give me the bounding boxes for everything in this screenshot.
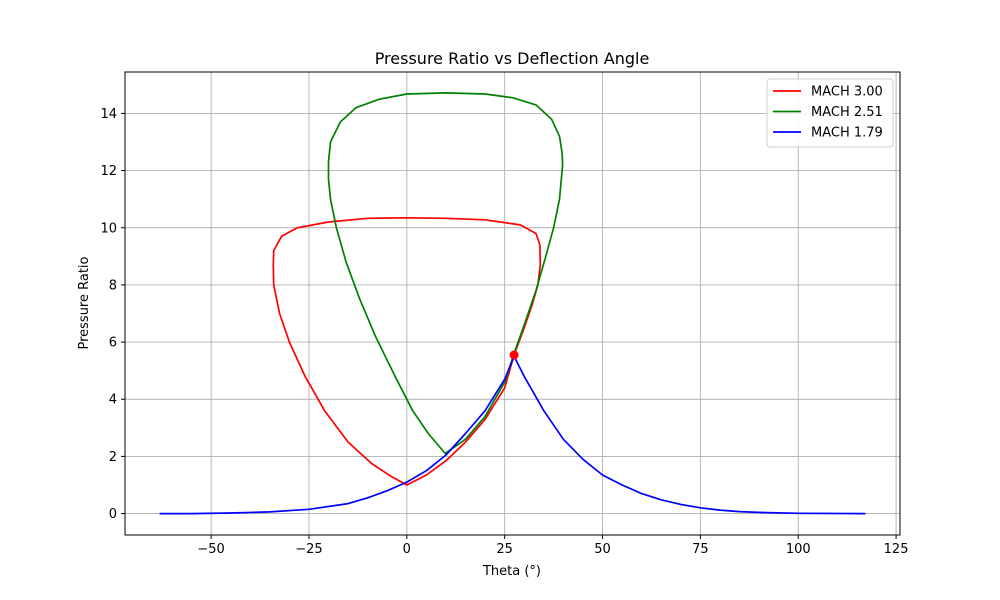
legend-box xyxy=(766,78,894,148)
plot-frame xyxy=(124,71,901,536)
marker-layer xyxy=(509,350,519,360)
legend-label-2: MACH 2.51 xyxy=(811,105,883,120)
y-tick-label: 12 xyxy=(100,164,117,179)
y-axis-title: Pressure Ratio xyxy=(77,256,92,349)
x-tick-label: 0 xyxy=(403,542,411,557)
legend-label-1: MACH 3.00 xyxy=(811,85,883,100)
y-tick-label: 6 xyxy=(109,336,117,351)
y-tick-label: 14 xyxy=(100,107,117,122)
x-tick-label: −50 xyxy=(197,542,224,557)
x-tick-label: 25 xyxy=(496,542,513,557)
y-tick-label: 4 xyxy=(109,393,117,408)
y-tick-label: 0 xyxy=(109,507,117,522)
legend-label-3: MACH 1.79 xyxy=(811,126,883,141)
x-tick-label: 125 xyxy=(884,542,909,557)
chart-title: Pressure Ratio vs Deflection Angle xyxy=(375,49,650,68)
x-tick-label: −25 xyxy=(295,542,322,557)
x-tick-label: 75 xyxy=(692,542,709,557)
grid-layer xyxy=(125,72,900,535)
series-line-2 xyxy=(327,92,564,455)
legend: MACH 3.00 MACH 2.51 MACH 1.79 xyxy=(766,78,894,148)
x-axis-title: Theta (°) xyxy=(482,564,541,579)
x-tick-label: 50 xyxy=(594,542,611,557)
series-layer xyxy=(159,92,866,515)
y-tick-label: 2 xyxy=(109,450,117,465)
y-tick-label: 10 xyxy=(100,221,117,236)
series-line-3 xyxy=(159,355,866,515)
x-tick-label: 100 xyxy=(786,542,811,557)
y-tick-label: 8 xyxy=(109,278,117,293)
series-line-1 xyxy=(272,216,542,486)
plot-area xyxy=(125,72,900,535)
tick-layer: −50 −25 0 25 50 75 100 125 0 2 4 6 8 10 12 14 xyxy=(100,107,908,557)
intersection-point xyxy=(509,350,519,360)
